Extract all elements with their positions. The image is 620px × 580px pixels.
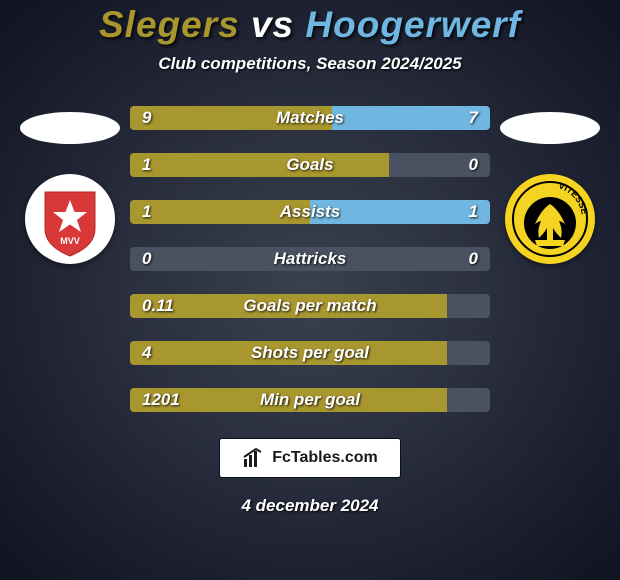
stat-label: Min per goal xyxy=(260,390,360,410)
chart-icon xyxy=(242,447,264,469)
comparison-title: Slegers vs Hoogerwerf xyxy=(99,4,521,46)
stat-row: 0 Hattricks 0 xyxy=(130,247,490,271)
stat-text: 4 Shots per goal xyxy=(130,341,490,365)
stat-label: Matches xyxy=(276,108,344,128)
stat-right-value: 7 xyxy=(469,108,478,128)
stat-text: 1 Assists 1 xyxy=(130,200,490,224)
stat-right-value: 0 xyxy=(469,249,478,269)
right-team-badge: VITESSE xyxy=(505,174,595,264)
stat-right-value: 0 xyxy=(469,155,478,175)
date-text: 4 december 2024 xyxy=(241,496,378,516)
stat-row: 4 Shots per goal xyxy=(130,341,490,365)
stat-row: 1 Goals 0 xyxy=(130,153,490,177)
stat-label: Goals per match xyxy=(243,296,376,316)
stat-left-value: 0 xyxy=(142,249,151,269)
stat-left-value: 1201 xyxy=(142,390,180,410)
player2-name: Hoogerwerf xyxy=(305,4,521,45)
stat-label: Hattricks xyxy=(274,249,347,269)
stat-row: 1201 Min per goal xyxy=(130,388,490,412)
stat-text: 9 Matches 7 xyxy=(130,106,490,130)
stat-text: 0 Hattricks 0 xyxy=(130,247,490,271)
main-row: MVV 9Matches71Goals01Assists10Hattricks0… xyxy=(0,104,620,412)
stat-right-value: 1 xyxy=(469,202,478,222)
vitesse-badge-icon: VITESSE xyxy=(505,174,595,264)
stat-text: 1 Goals 0 xyxy=(130,153,490,177)
stat-label: Shots per goal xyxy=(251,343,369,363)
footer-text: FcTables.com xyxy=(272,449,378,467)
left-ellipse xyxy=(20,112,120,144)
vs-text: vs xyxy=(251,4,294,45)
svg-text:MVV: MVV xyxy=(60,236,80,246)
player1-name: Slegers xyxy=(99,4,240,45)
stat-row: 0.11 Goals per match xyxy=(130,294,490,318)
stat-text: 0.11 Goals per match xyxy=(130,294,490,318)
stat-left-value: 4 xyxy=(142,343,151,363)
stat-text: 1201 Min per goal xyxy=(130,388,490,412)
footer-logo-box[interactable]: FcTables.com xyxy=(219,438,401,478)
stat-label: Assists xyxy=(280,202,340,222)
stat-row: 9 Matches 7 xyxy=(130,106,490,130)
left-team-badge: MVV xyxy=(25,174,115,264)
stat-left-value: 0.11 xyxy=(142,296,174,316)
stat-left-value: 1 xyxy=(142,155,151,175)
stat-left-value: 9 xyxy=(142,108,151,128)
right-ellipse xyxy=(500,112,600,144)
stat-label: Goals xyxy=(286,155,333,175)
left-side-col: MVV xyxy=(20,104,120,264)
stats-column: 9 Matches 7 1 Goals 0 1 Assists 1 0 Hattricks 0 0.11… xyxy=(130,104,490,412)
stat-row: 1 Assists 1 xyxy=(130,200,490,224)
subtitle: Club competitions, Season 2024/2025 xyxy=(158,54,461,74)
stat-left-value: 1 xyxy=(142,202,151,222)
right-side-col: VITESSE xyxy=(500,104,600,264)
mvv-badge-icon: MVV xyxy=(25,174,115,264)
